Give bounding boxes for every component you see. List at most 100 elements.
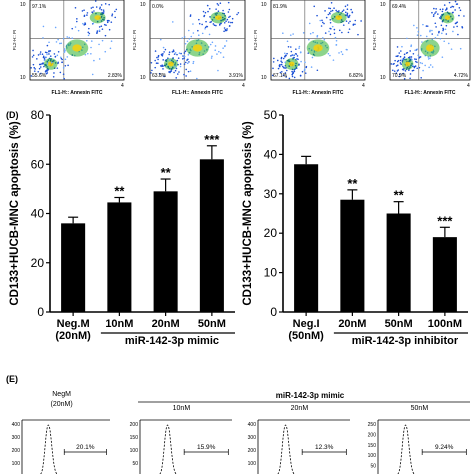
cytometry-event [63, 51, 66, 53]
histogram-gate-pct: 9.24% [435, 444, 454, 451]
cytometry-event [192, 23, 194, 25]
cytometry-event [335, 44, 338, 46]
cytometry-event [414, 49, 416, 52]
cytometry-event [408, 57, 411, 59]
cytometry-event [102, 9, 105, 11]
histogram-title: 20nM [291, 405, 309, 412]
cytometry-event [46, 62, 49, 65]
cytometry-event [171, 50, 174, 53]
cytometry-event [432, 50, 435, 53]
cytometry-event [190, 35, 193, 38]
cytometry-event [456, 25, 458, 28]
cytometry-event [105, 24, 107, 26]
cytometry-event [71, 54, 74, 56]
cytometry-event [272, 67, 274, 70]
cytometry-event [184, 50, 187, 53]
cytometry-event [331, 25, 334, 28]
cytometry-event [195, 42, 198, 45]
y-tick-top: 10 [261, 2, 267, 8]
cytometry-event [86, 14, 88, 16]
cytometry-event [429, 55, 432, 57]
cytometry-event [346, 14, 348, 17]
cytometry-event [168, 53, 170, 56]
cytometry-event [38, 63, 41, 66]
cytometry-event [333, 32, 336, 35]
significance-mark: ** [161, 165, 172, 180]
cytometry-event [397, 55, 399, 57]
cytometry-event [161, 65, 163, 68]
cytometry-event [393, 70, 396, 72]
cytometry-event [225, 40, 228, 42]
cytometry-event [48, 53, 50, 55]
cytometry-event [354, 19, 357, 22]
quadrant-ul-pct: 69.4% [392, 4, 407, 10]
cytometry-event [441, 56, 444, 58]
histogram-header: miR-142-3p mimic [276, 391, 345, 400]
cytometry-event [30, 75, 33, 77]
y-tick-label: 20 [264, 226, 278, 240]
cytometry-event [171, 21, 174, 23]
category-label: 50nM [198, 318, 226, 330]
cytometry-event [90, 7, 93, 9]
cytometry-event [231, 17, 234, 20]
cytometry-event [395, 72, 398, 75]
cytometry-event [280, 60, 282, 62]
cytometry-event [338, 29, 341, 32]
cytometry-event [104, 3, 107, 5]
cytometry-event [183, 73, 185, 76]
cytometry-event [347, 31, 350, 34]
category-label: 100nM [428, 318, 462, 330]
cytometry-event [32, 63, 35, 66]
cytometry-event [215, 24, 217, 27]
cytometry-event [390, 63, 393, 65]
cytometry-event [217, 4, 220, 6]
mimic-bar-chart: 0 20 40 60 80 CD133+HUCB-MNC apoptosis (%) Neg… [9, 108, 235, 347]
cytometry-event [342, 20, 344, 23]
y-axis-label: CD133+HUCB-MNC apoptosis (%) [242, 121, 254, 306]
cytometry-event [440, 15, 442, 18]
cytometry-event [431, 33, 434, 35]
cytometry-event [46, 44, 49, 47]
cytometry-event [341, 10, 344, 13]
cytometry-event [344, 14, 347, 16]
cytometry-event [226, 28, 228, 30]
cytometry-event [159, 65, 162, 67]
cytometry-event [228, 25, 231, 27]
cytometry-event [174, 66, 176, 68]
cytometry-event [418, 66, 421, 69]
cytometry-event [175, 77, 178, 79]
cytometry-event [160, 53, 163, 56]
cytometry-event [87, 31, 90, 34]
cytometry-event [100, 8, 103, 11]
cytometry-event [344, 5, 347, 8]
cytometry-event [183, 52, 186, 54]
group-label: miR-142-3p mimic [125, 335, 219, 347]
quadrant-ul-pct: 81.9% [273, 4, 288, 10]
cytometry-event [198, 51, 201, 54]
cytometry-event [396, 64, 399, 67]
category-label: 20nM [152, 318, 180, 330]
cytometry-event [98, 43, 100, 46]
cytometry-event [316, 69, 319, 72]
cytometry-event [320, 42, 322, 45]
cytometry-event [154, 59, 156, 62]
cytometry-event [183, 55, 186, 58]
cytometry-event [161, 54, 164, 57]
cytometry-event [169, 71, 171, 73]
cytometry-event [39, 66, 42, 68]
cytometry-event [461, 26, 463, 28]
cytometry-event [221, 16, 224, 19]
cytometry-event [441, 20, 444, 23]
cytometry-event [157, 62, 159, 65]
cytometry-event [185, 68, 187, 71]
quadrant-lr-pct: 4.72% [454, 73, 469, 79]
cytometry-event [186, 62, 189, 65]
cytometry-event [425, 25, 428, 27]
cytometry-event [92, 22, 95, 25]
cytometry-event [459, 47, 462, 50]
cytometry-event [57, 62, 59, 65]
cytometry-event [417, 30, 420, 33]
cytometry-event [329, 21, 332, 24]
cytometry-event [338, 52, 340, 54]
cytometry-event [203, 50, 206, 52]
